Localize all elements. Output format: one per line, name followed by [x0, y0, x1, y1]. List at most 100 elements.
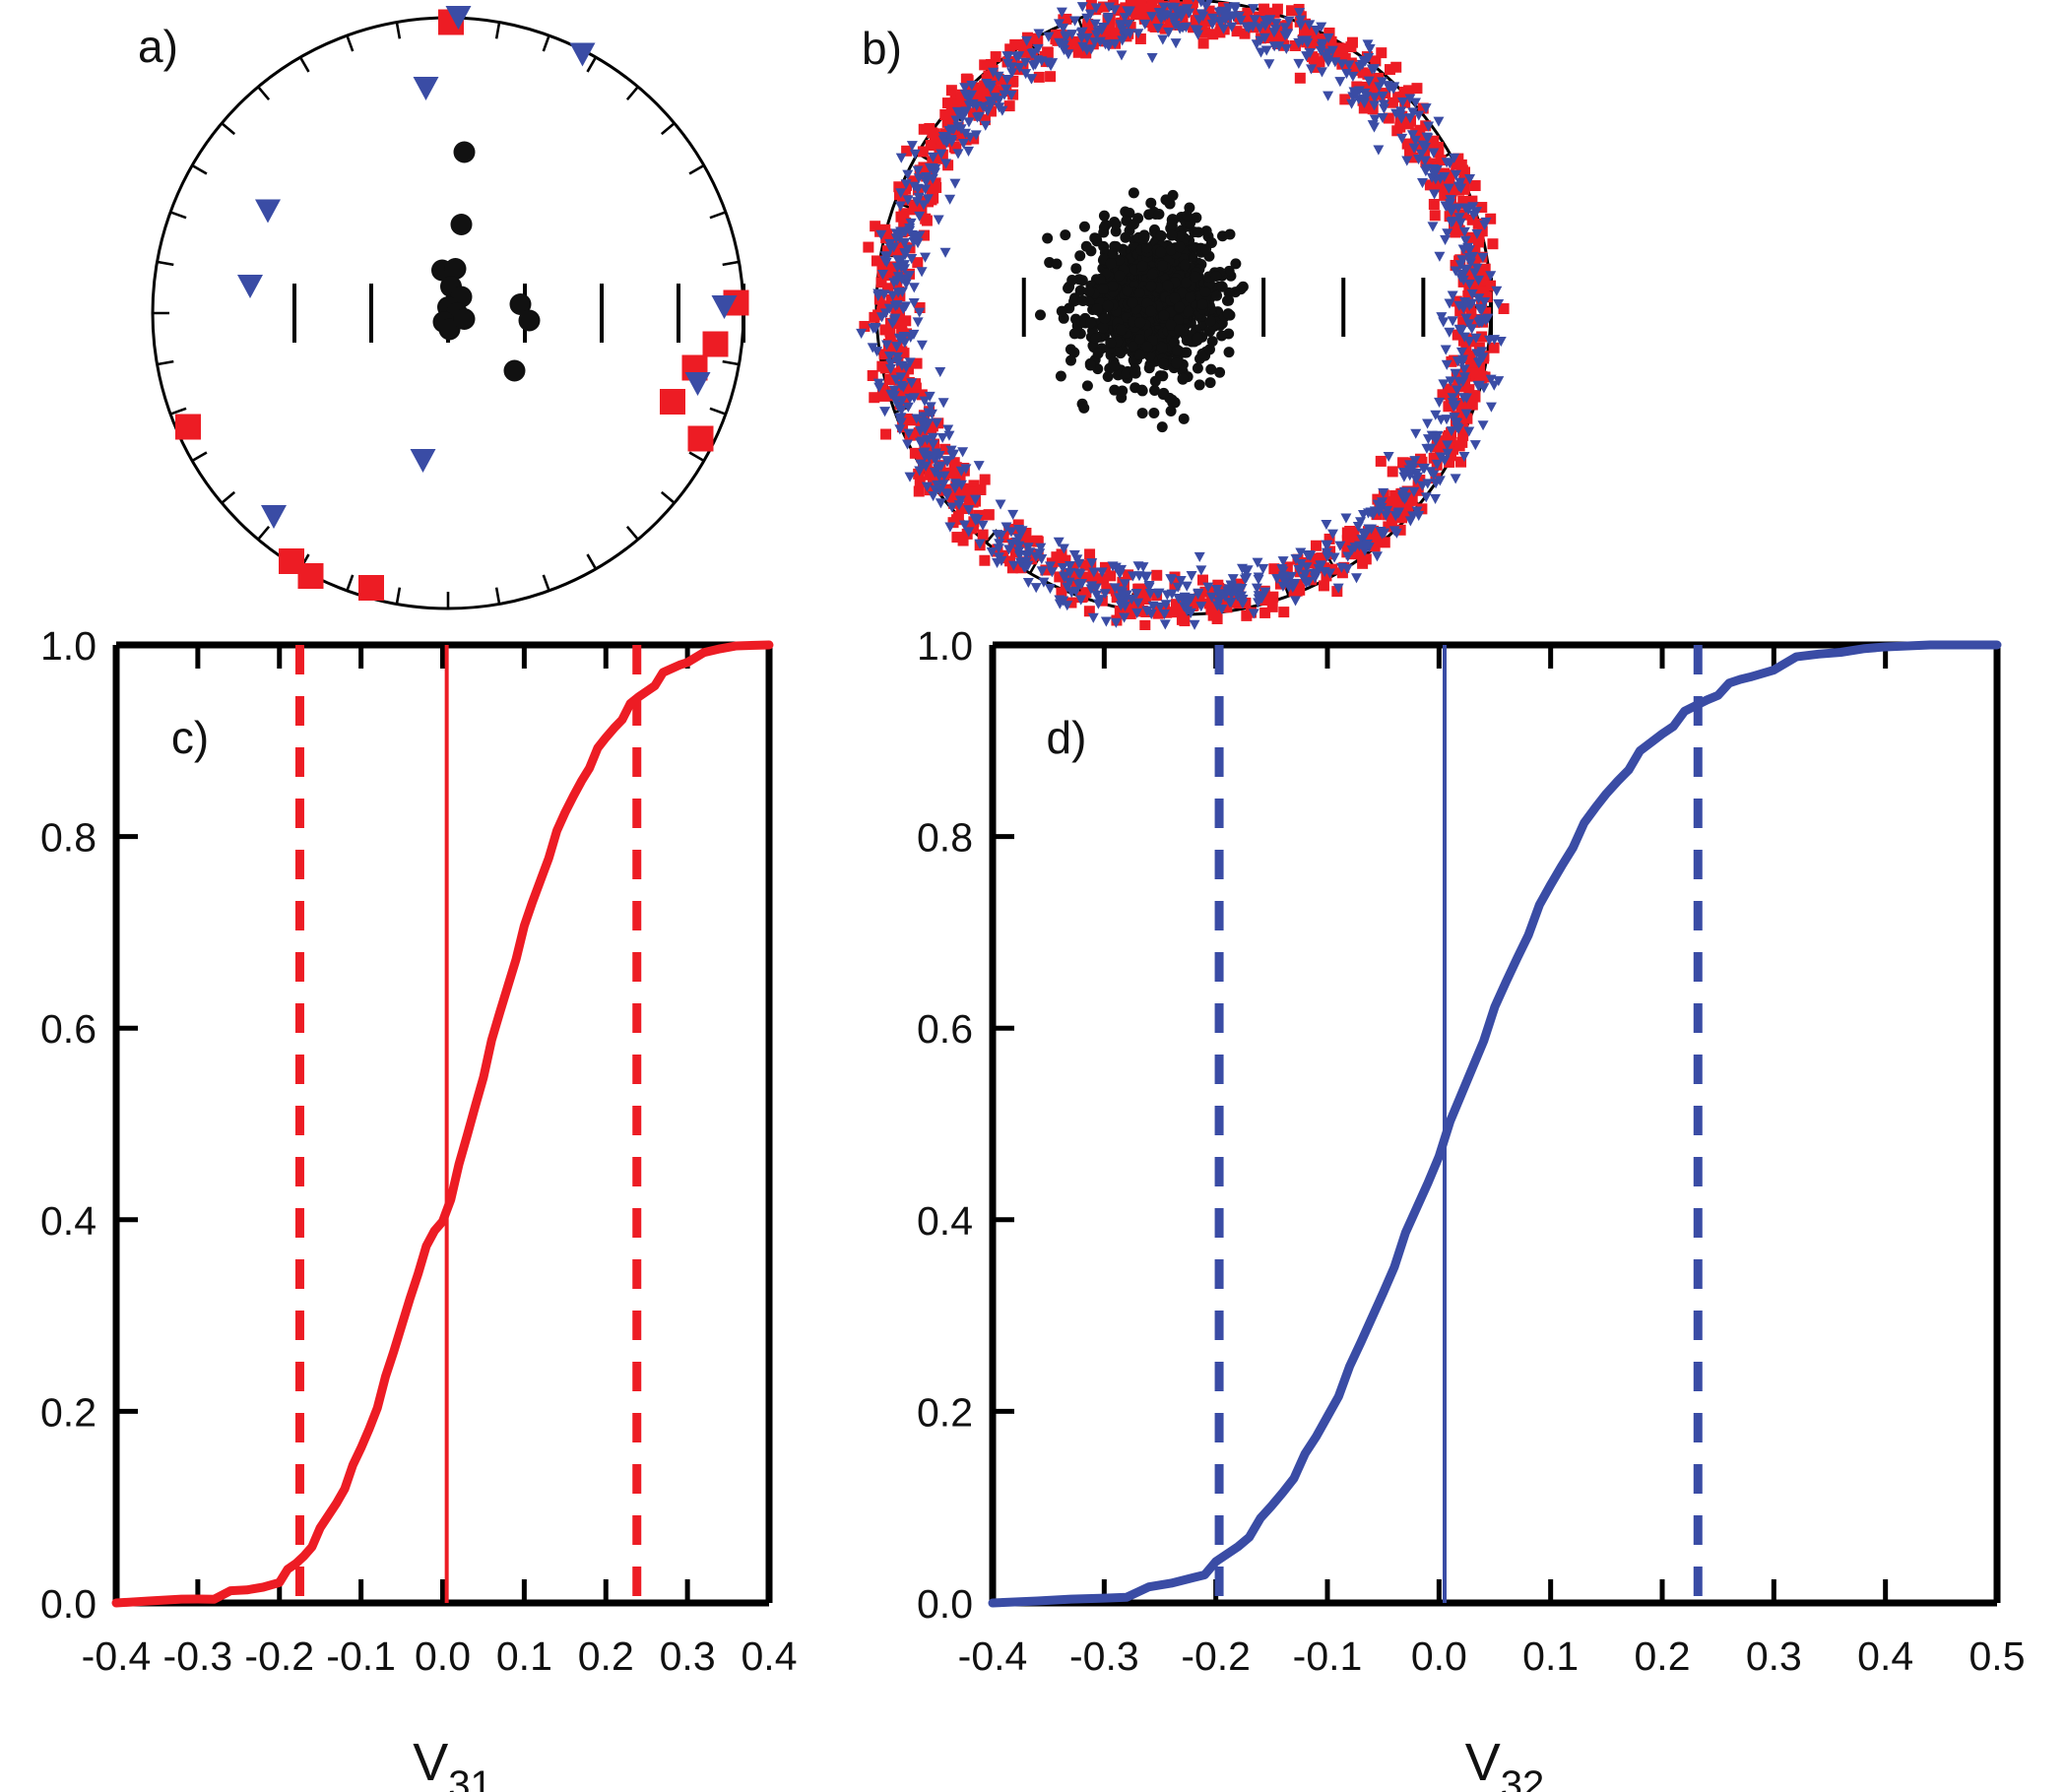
stereonet-perimeter-tick — [542, 33, 551, 52]
data-point-triangle-down — [1485, 374, 1497, 385]
data-point-square — [941, 97, 953, 109]
data-point-square — [968, 480, 980, 491]
data-point-square — [885, 294, 897, 306]
data-point-square — [1276, 32, 1288, 43]
data-point-triangle-down — [1422, 133, 1434, 144]
data-point-square — [1079, 559, 1091, 571]
data-point-triangle-down — [875, 229, 887, 240]
data-point-square — [1466, 399, 1478, 411]
data-point-circle — [444, 258, 467, 280]
data-point-circle — [1078, 402, 1090, 414]
data-point-triangle-down — [1175, 575, 1187, 587]
data-point-triangle-down — [1143, 581, 1155, 592]
data-point-circle — [1230, 258, 1242, 270]
data-point-triangle-down — [1194, 15, 1205, 26]
data-point-triangle-down — [1075, 595, 1087, 606]
data-point-triangle-down — [1194, 551, 1205, 562]
data-point-circle — [1222, 308, 1234, 320]
data-point-triangle-down — [890, 228, 902, 239]
data-point-triangle-down — [1225, 580, 1237, 591]
data-point-square — [1139, 619, 1151, 630]
data-point-square — [1353, 548, 1365, 560]
data-point-triangle-down — [1012, 534, 1024, 544]
data-point-triangle-down — [933, 215, 944, 225]
data-point-triangle-down — [1332, 583, 1344, 594]
data-point-circle — [1146, 268, 1158, 280]
data-point-triangle-down — [1228, 11, 1240, 22]
data-point-circle — [1109, 359, 1121, 371]
data-point-triangle-down — [1442, 228, 1453, 239]
data-point-triangle-down — [1007, 560, 1019, 571]
data-point-square — [1207, 585, 1219, 597]
x-axis-tick-label: 0.3 — [1746, 1633, 1802, 1679]
data-point-circle — [1182, 305, 1194, 317]
data-point-triangle-down — [895, 413, 907, 423]
data-point-triangle-down — [1317, 38, 1328, 49]
cdf-curve — [988, 640, 2002, 1608]
data-point-square — [1133, 7, 1145, 19]
data-point-triangle-down — [955, 466, 967, 477]
data-point-triangle-down — [1279, 23, 1291, 33]
y-axis-tick-label: 0.2 — [40, 1389, 97, 1435]
data-point-square — [990, 51, 1001, 63]
data-point-triangle-down — [1358, 97, 1370, 109]
data-point-square — [882, 283, 894, 294]
data-point-triangle-down — [1446, 204, 1457, 215]
x-axis-tick-label: 0.5 — [1969, 1633, 2026, 1679]
data-point-triangle-down — [895, 380, 907, 392]
data-point-circle — [1116, 324, 1128, 336]
data-point-circle — [1206, 336, 1218, 348]
data-point-triangle-down — [1099, 589, 1111, 600]
data-point-triangle-down — [948, 124, 960, 135]
data-point-square — [1457, 195, 1469, 207]
data-point-triangle-down — [1410, 428, 1422, 439]
data-point-triangle-down — [994, 96, 1005, 106]
data-point-square — [1196, 574, 1208, 586]
data-point-square — [968, 133, 980, 145]
data-point-square — [948, 141, 960, 153]
data-point-square — [1278, 607, 1290, 618]
data-point-triangle-down — [1392, 508, 1404, 519]
data-point-triangle-down — [1347, 71, 1359, 83]
data-point-triangle-down — [1452, 385, 1463, 396]
data-point-square — [1391, 125, 1403, 137]
data-point-triangle-down — [963, 527, 975, 538]
data-point-circle — [509, 293, 532, 315]
data-point-square — [1054, 571, 1065, 583]
data-point-square — [1402, 505, 1414, 517]
data-point-triangle-down — [1404, 94, 1416, 104]
data-point-square — [1146, 0, 1158, 11]
data-point-triangle-down — [1146, 12, 1158, 23]
data-point-triangle-down — [1457, 376, 1469, 387]
data-point-square — [1405, 147, 1417, 159]
data-point-triangle-down — [913, 173, 925, 184]
data-point-triangle-down — [1450, 400, 1461, 411]
data-point-triangle-down — [1103, 41, 1115, 52]
data-point-square — [1083, 606, 1095, 617]
data-point-triangle-down — [1236, 591, 1248, 602]
data-point-square — [1068, 35, 1080, 47]
data-point-square — [1112, 5, 1124, 17]
data-point-square — [1444, 211, 1455, 223]
data-point-square — [888, 367, 900, 379]
data-point-triangle-down — [899, 237, 911, 249]
stereonet-perimeter-tick — [156, 260, 174, 267]
data-point-square — [1114, 606, 1126, 617]
data-point-square — [951, 532, 963, 544]
data-point-square — [901, 145, 913, 157]
data-point-triangle-down — [963, 146, 975, 157]
data-point-circle — [1148, 384, 1160, 396]
data-point-square — [1243, 16, 1255, 28]
data-point-triangle-down — [1022, 543, 1034, 553]
data-point-triangle-down — [1090, 3, 1102, 14]
data-point-square — [1485, 280, 1497, 291]
data-point-triangle-down — [1379, 528, 1390, 539]
data-point-square — [1271, 3, 1283, 15]
data-point-triangle-down — [1295, 547, 1307, 558]
data-point-triangle-down — [906, 378, 918, 389]
data-point-circle — [1120, 231, 1131, 243]
data-point-square — [881, 245, 893, 257]
data-point-square — [1170, 599, 1182, 610]
data-point-triangle-down — [1365, 507, 1377, 518]
